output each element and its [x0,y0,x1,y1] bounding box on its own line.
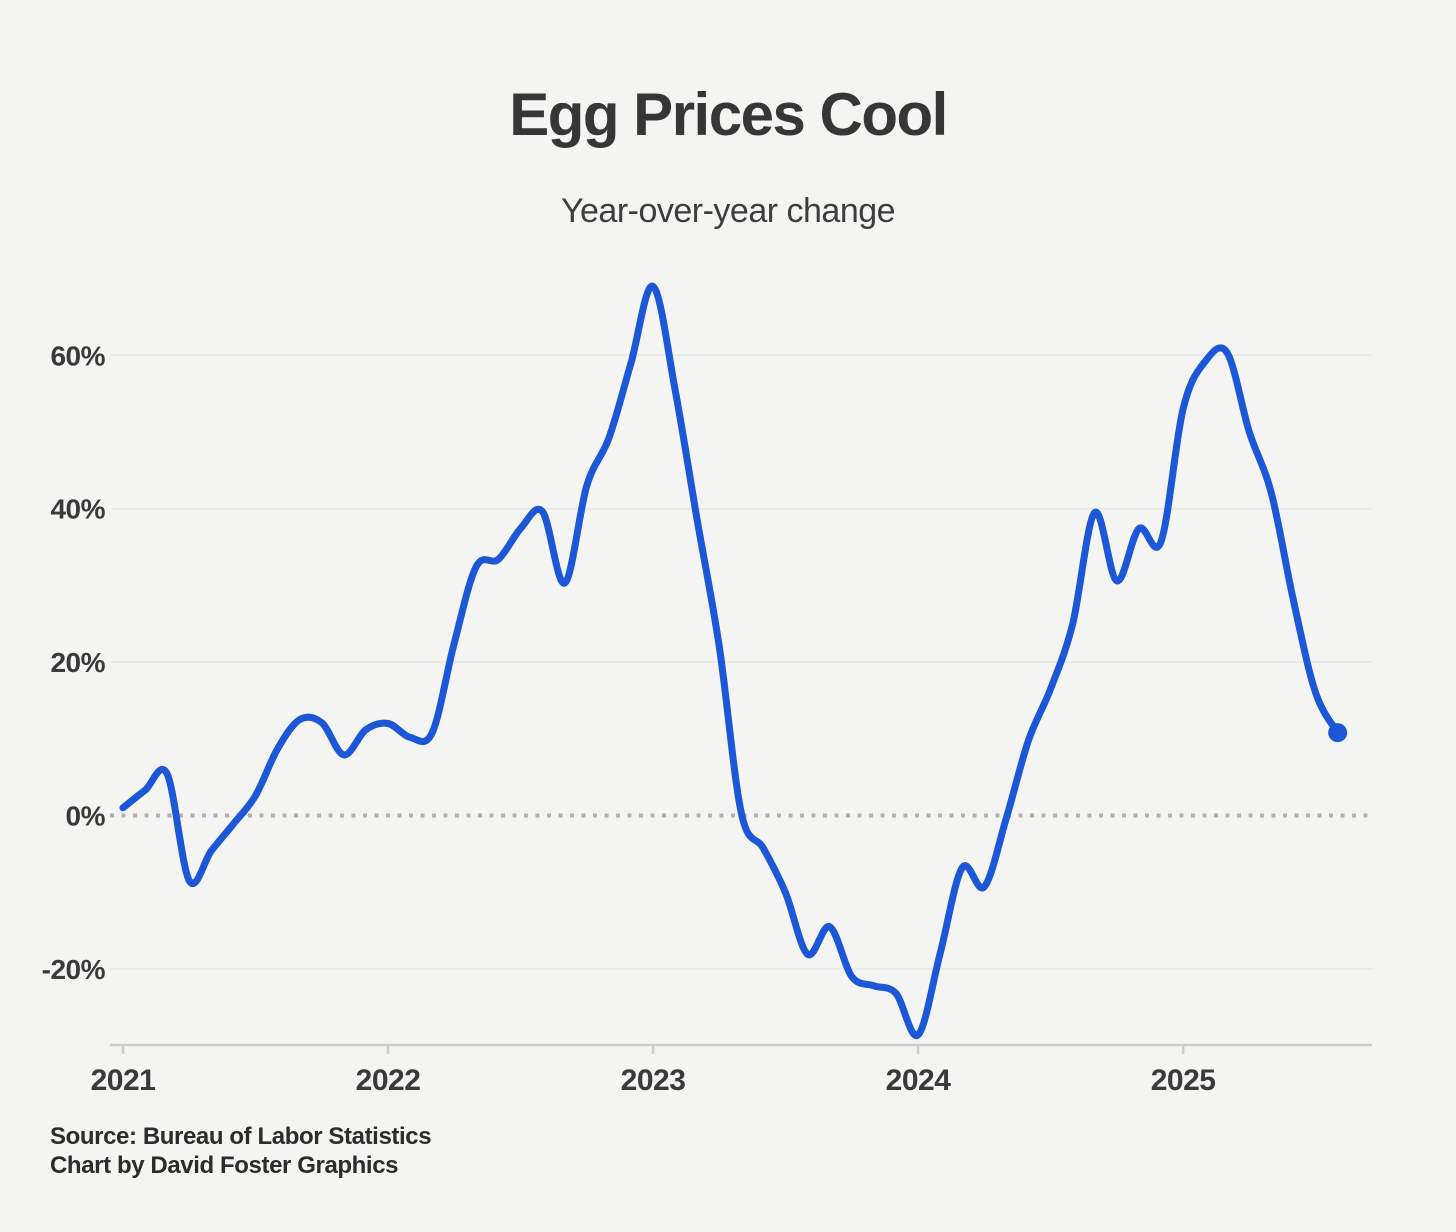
x-tick-label-2022: 2022 [356,1064,421,1097]
source-note: Source: Bureau of Labor Statistics [50,1123,432,1150]
chart-title: Egg Prices Cool [509,81,948,148]
y-tick-label-40: 40% [50,494,105,525]
footer-notes: Source: Bureau of Labor Statistics Chart… [50,1122,432,1180]
y-tick-label-20: 20% [50,647,105,678]
x-tick-label-2023: 2023 [621,1064,686,1097]
trend-line [119,282,1342,1039]
y-tick-label-0: 0% [66,801,106,832]
x-tick-label-2024: 2024 [886,1064,952,1097]
x-tick-label-2025: 2025 [1151,1064,1216,1097]
chart-subtitle: Year-over-year change [560,192,896,230]
x-tick-label-2021: 2021 [91,1064,156,1097]
end-point-dot [1328,723,1348,743]
credit-note: Chart by David Foster Graphics [50,1152,399,1179]
y-tick-label-60: 60% [50,340,105,371]
y-tick-label--20: -20% [42,954,106,985]
